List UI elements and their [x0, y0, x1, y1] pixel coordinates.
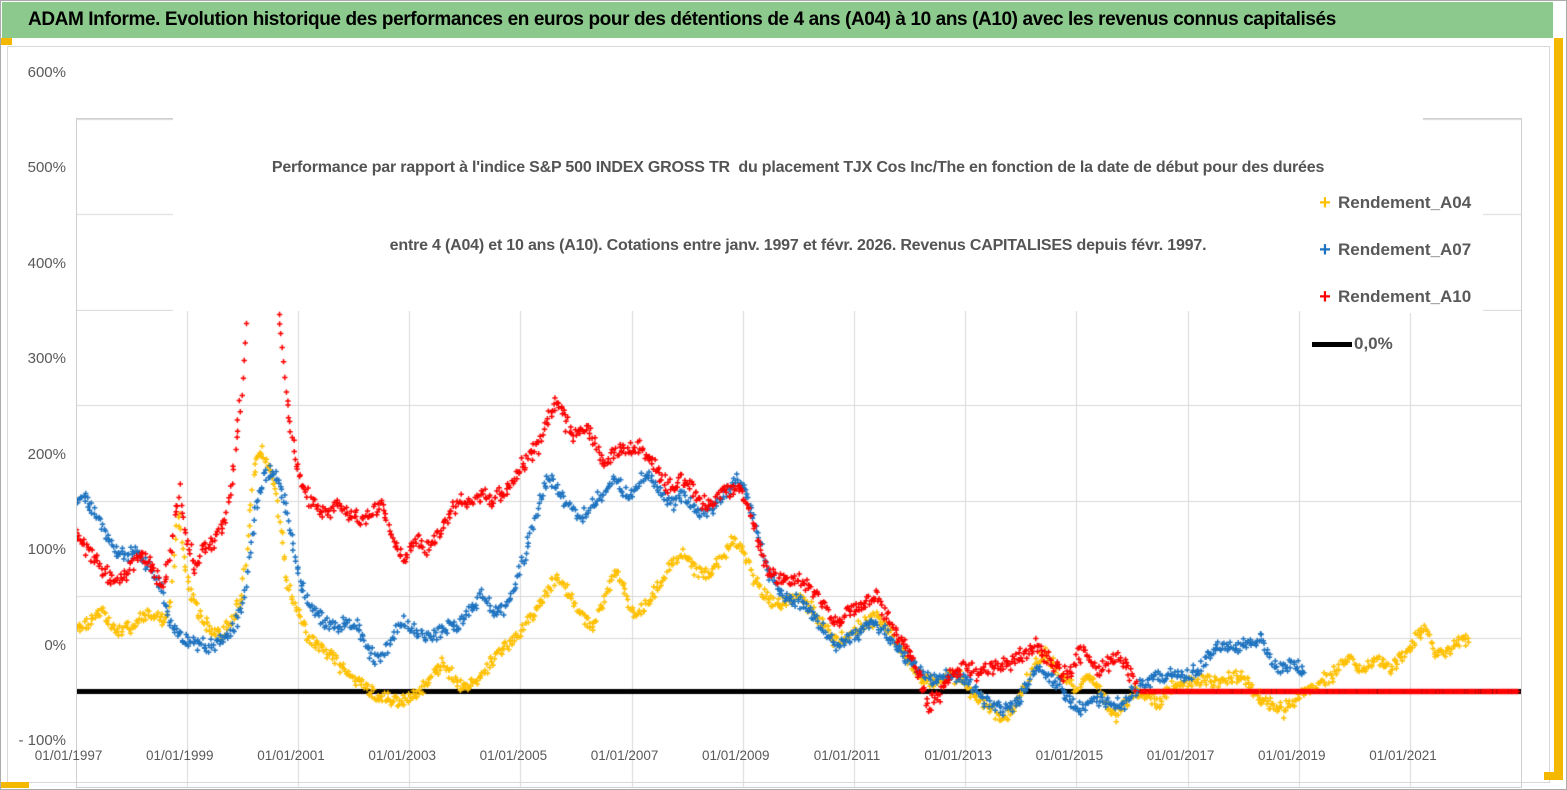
x-tick-label: 01/01/2017: [1146, 748, 1215, 763]
gold-accent-top-left: [1, 38, 12, 45]
y-tick-label: - 100%: [18, 732, 66, 749]
x-tick-label: 01/01/2015: [1035, 748, 1104, 763]
x-tick-label: 01/01/2009: [702, 748, 770, 763]
chart-title: Performance par rapport à l'indice S&P 5…: [173, 103, 1423, 311]
header-title: ADAM Informe. Evolution historique des p…: [28, 9, 1336, 30]
x-tick-label: 01/01/1997: [34, 748, 103, 763]
gold-accent-right-bar: [1554, 38, 1563, 780]
x-tick-label: 01/01/2003: [368, 748, 436, 763]
x-tick-label: 01/01/2013: [924, 748, 992, 763]
x-tick-label: 01/01/2019: [1258, 748, 1326, 763]
x-tick-label: 01/01/1999: [146, 748, 214, 763]
plus-marker-icon: +: [1319, 286, 1331, 308]
x-tick-label: 01/01/2001: [257, 748, 325, 763]
legend-item-rendement-a04[interactable]: + Rendement_A04: [1310, 187, 1484, 219]
chart-legend: + Rendement_A04 + Rendement_A07 + Rendement_A…: [1310, 187, 1484, 375]
y-tick-label: 0%: [44, 636, 66, 654]
chart-title-line-1: Performance par rapport à l'indice S&P 5…: [271, 159, 1325, 176]
plus-marker-icon: +: [1319, 239, 1331, 261]
y-tick-label: 500%: [27, 159, 66, 177]
y-tick-label: 600%: [27, 64, 66, 81]
legend-label: Rendement_A04: [1338, 193, 1472, 212]
x-tick-label: 01/01/2021: [1369, 748, 1437, 763]
x-tick-label: 01/01/2011: [813, 748, 881, 763]
y-tick-label: 400%: [27, 254, 66, 272]
legend-item-rendement-a10[interactable]: + Rendement_A10: [1310, 281, 1484, 313]
plus-marker-icon: +: [1319, 192, 1331, 214]
y-tick-label: 100%: [27, 541, 66, 559]
x-tick-label: 01/01/2005: [479, 748, 548, 763]
legend-item-rendement-a07[interactable]: + Rendement_A07: [1310, 234, 1484, 266]
legend-item-0-0-[interactable]: 0,0%: [1310, 328, 1405, 360]
header-bar: ADAM Informe. Evolution historique des p…: [2, 2, 1553, 38]
y-tick-label: 300%: [27, 350, 66, 368]
legend-label: 0,0%: [1354, 334, 1393, 353]
legend-label: Rendement_A10: [1338, 287, 1472, 306]
gold-accent-bottom-right: [1544, 772, 1563, 780]
x-tick-label: 01/01/2007: [590, 748, 659, 763]
zero-line-sample-icon: [1312, 341, 1352, 347]
chart-title-line-2: entre 4 (A04) et 10 ans (A10). Cotations…: [389, 237, 1207, 254]
chart-container: Performance par rapport à l'indice S&P 5…: [7, 46, 1550, 788]
legend-label: Rendement_A07: [1338, 240, 1472, 259]
y-tick-label: 200%: [27, 445, 66, 463]
gold-accent-bottom-left: [1, 782, 29, 788]
